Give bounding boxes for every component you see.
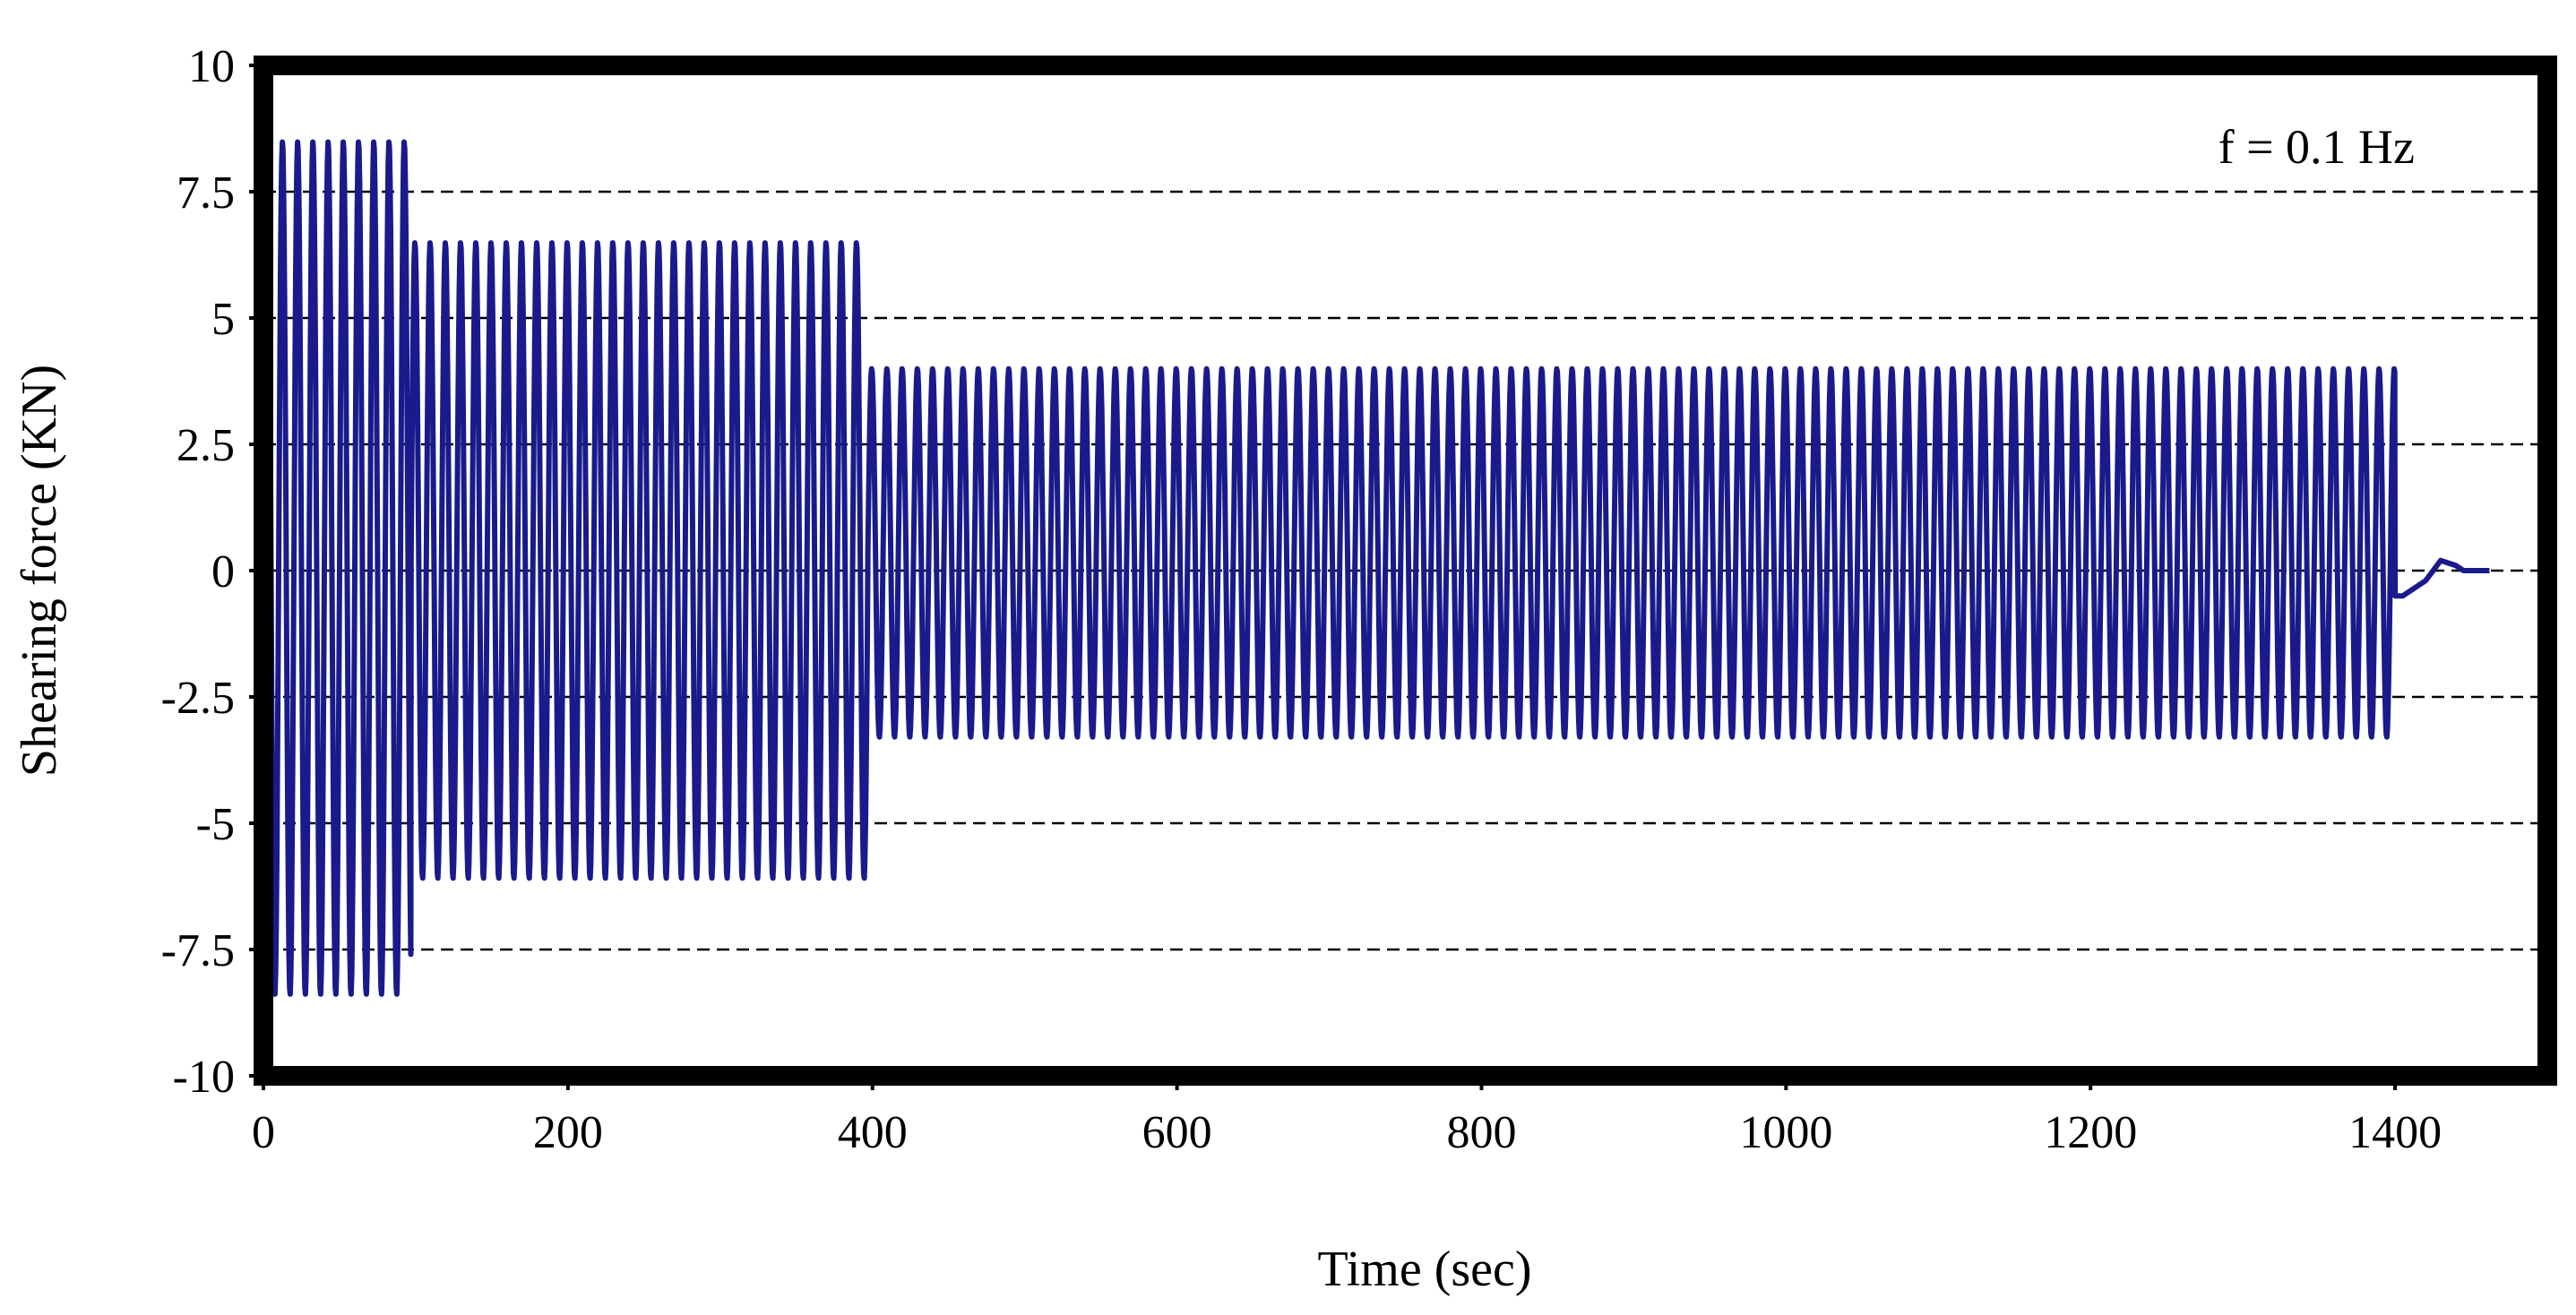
x-tick-label: 200	[533, 1107, 603, 1158]
series-layer	[261, 139, 2490, 997]
x-tick-label: 1000	[1739, 1107, 1832, 1158]
y-ticks: 10 7.5 5 2.5 0 -2.5 -5 -7.5 -10	[161, 41, 263, 1103]
x-tick-label: 1400	[2348, 1107, 2442, 1158]
x-ticks: 0 200 400 600 800 1000 1200 1400	[252, 1076, 2442, 1158]
frequency-annotation: f = 0.1 Hz	[2218, 120, 2415, 174]
y-tick-label: 5	[211, 294, 235, 345]
y-tick-label: 7.5	[177, 168, 235, 219]
y-axis-title: Shearing force (KN)	[12, 365, 67, 777]
y-tick-label: 10	[188, 41, 235, 92]
x-axis-title: Time (sec)	[1317, 1242, 1531, 1297]
x-tick-label: 0	[252, 1107, 275, 1158]
y-tick-label: 0	[211, 546, 235, 597]
y-tick-label: -10	[173, 1052, 235, 1103]
y-tick-label: 2.5	[177, 420, 235, 471]
x-tick-label: 800	[1446, 1107, 1516, 1158]
y-tick-label: -5	[196, 799, 235, 850]
y-tick-label: -2.5	[161, 673, 235, 724]
y-tick-label: -7.5	[161, 925, 235, 976]
x-tick-label: 600	[1142, 1107, 1212, 1158]
x-tick-label: 1200	[2044, 1107, 2137, 1158]
shear-force-series-line	[261, 139, 2490, 997]
x-tick-label: 400	[838, 1107, 908, 1158]
